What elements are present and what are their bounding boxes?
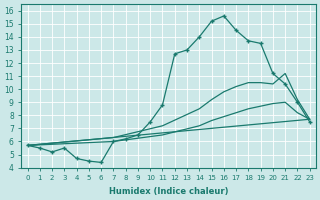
X-axis label: Humidex (Indice chaleur): Humidex (Indice chaleur) (109, 187, 228, 196)
